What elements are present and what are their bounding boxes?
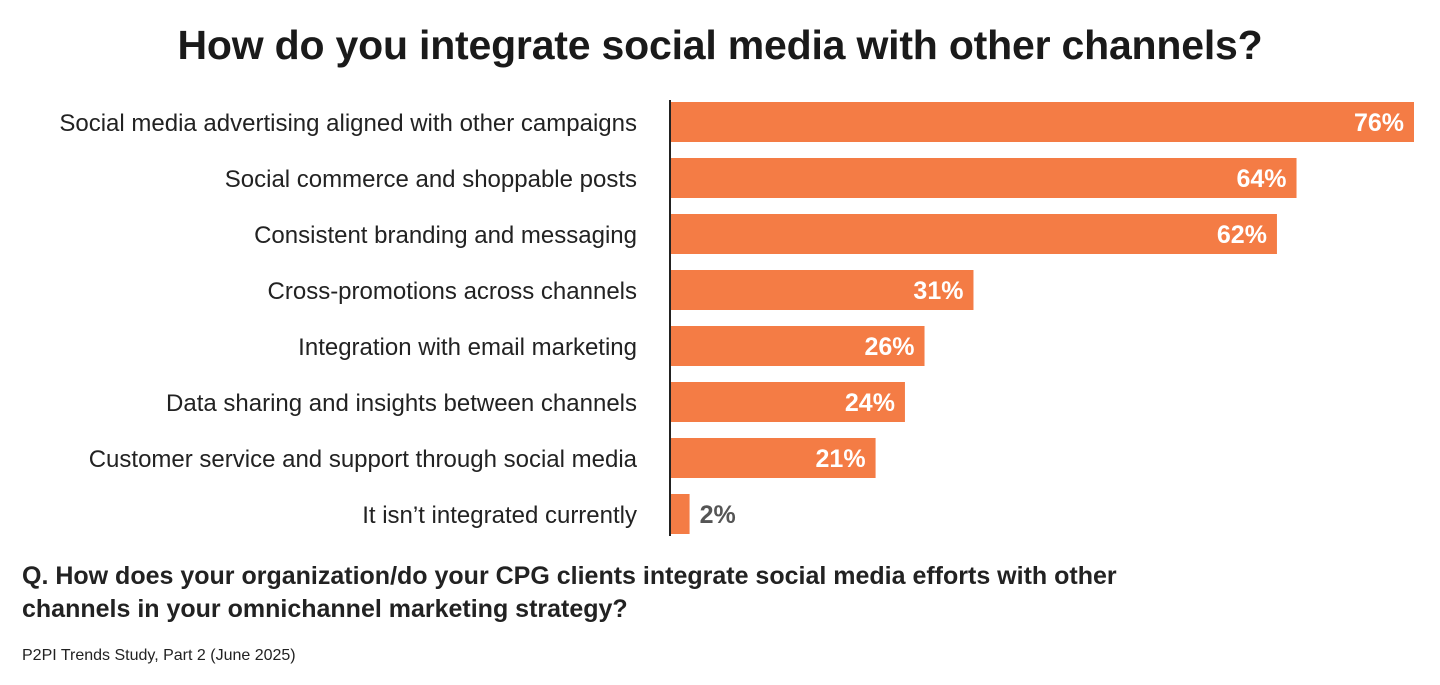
data-label: 2% bbox=[700, 501, 736, 529]
bar bbox=[670, 214, 1277, 254]
category-label: Customer service and support through soc… bbox=[89, 446, 638, 473]
bar bbox=[670, 102, 1414, 142]
chart-title: How do you integrate social media with o… bbox=[177, 22, 1263, 68]
category-label: Data sharing and insights between channe… bbox=[166, 390, 637, 417]
bar bbox=[670, 494, 690, 534]
bar bbox=[670, 158, 1297, 198]
data-label: 64% bbox=[1236, 165, 1286, 193]
category-label: Integration with email marketing bbox=[298, 334, 637, 361]
category-label: Social commerce and shoppable posts bbox=[225, 166, 637, 193]
category-label: Cross-promotions across channels bbox=[268, 278, 637, 305]
category-label: Social media advertising aligned with ot… bbox=[59, 110, 637, 137]
bar bbox=[670, 326, 925, 366]
bar bbox=[670, 382, 905, 422]
bar bbox=[670, 438, 876, 478]
data-label: 21% bbox=[816, 445, 866, 473]
data-label: 24% bbox=[845, 389, 895, 417]
data-label: 76% bbox=[1354, 109, 1404, 137]
category-label: It isn’t integrated currently bbox=[362, 502, 637, 529]
data-label: 26% bbox=[864, 333, 914, 361]
category-label: Consistent branding and messaging bbox=[254, 222, 637, 249]
data-label: 62% bbox=[1217, 221, 1267, 249]
source-note: P2PI Trends Study, Part 2 (June 2025) bbox=[22, 647, 296, 664]
data-label: 31% bbox=[913, 277, 963, 305]
bar bbox=[670, 270, 974, 310]
survey-question: Q. How does your organization/do your CP… bbox=[22, 562, 1117, 623]
